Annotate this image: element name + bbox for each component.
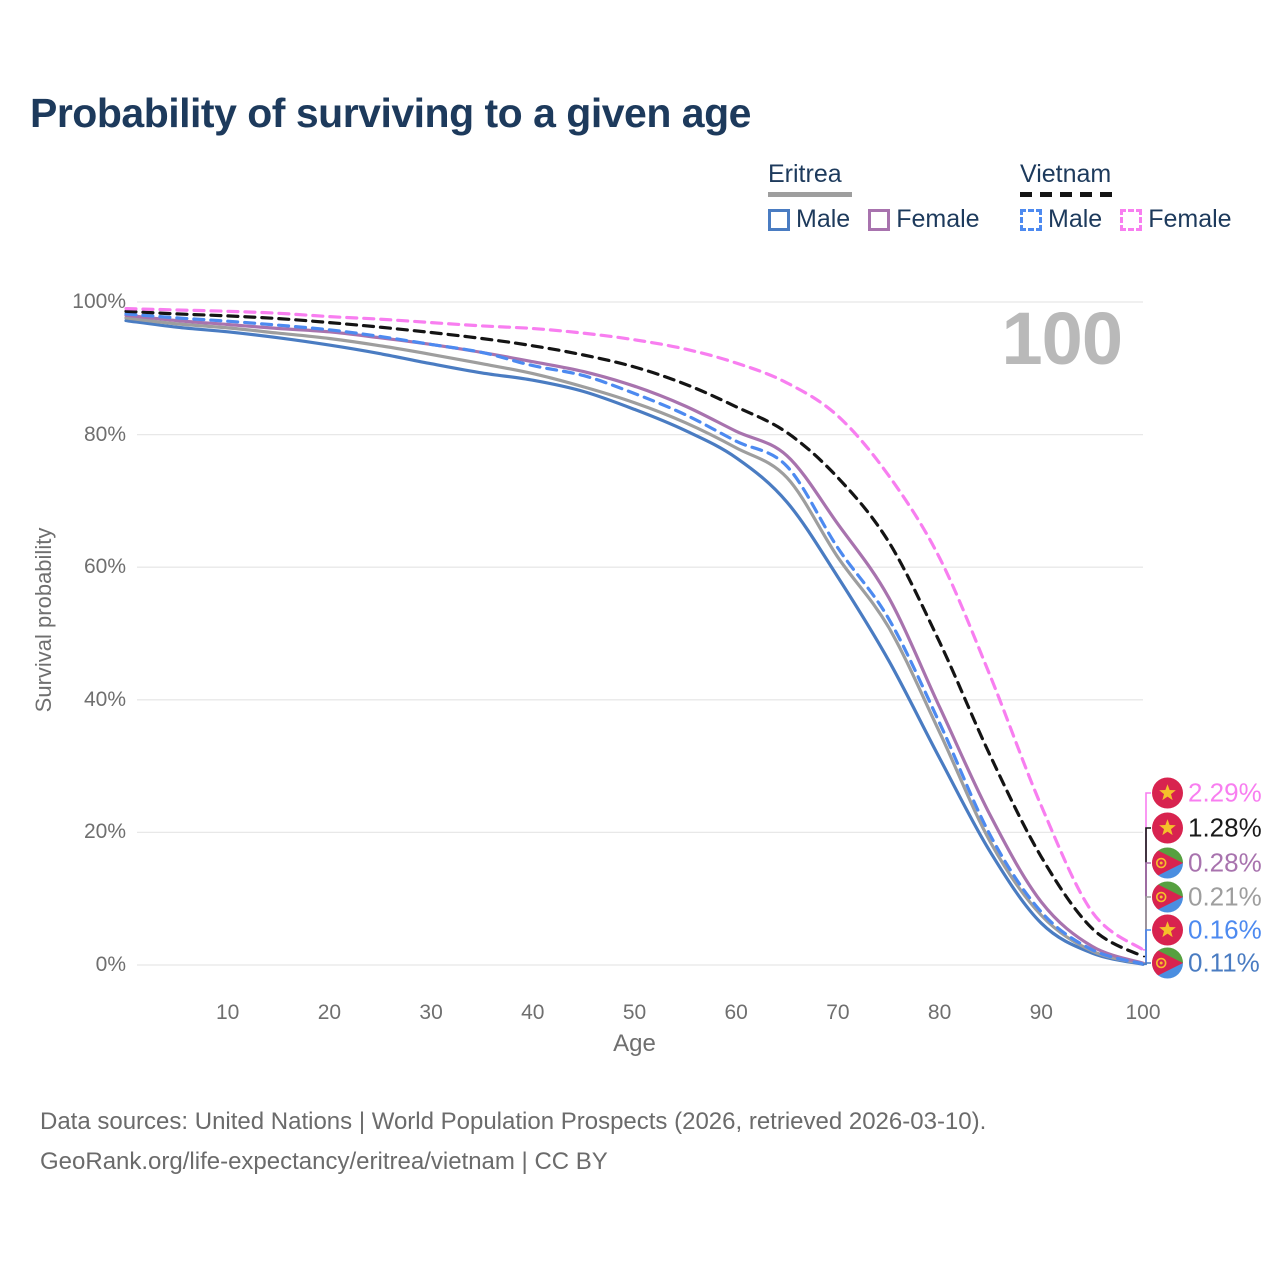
curve-eritrea-male [124, 319, 1145, 966]
x-tick-40: 40 [521, 1001, 545, 1024]
x-tick-20: 20 [317, 1001, 342, 1024]
legend-item-label: Female [1148, 205, 1232, 233]
leader-line-vietnam-both [1143, 827, 1151, 958]
end-label-value: 0.21% [1188, 881, 1262, 912]
end-label-value: 0.11% [1188, 947, 1260, 978]
curve-vietnam-male [124, 312, 1145, 966]
end-label-value: 2.29% [1188, 777, 1262, 808]
end-label-vietnam-female[interactable]: 2.29% [1152, 777, 1262, 809]
legend-country-eritrea[interactable]: Eritrea [768, 160, 842, 188]
vietnam-male-swatch [1020, 208, 1042, 231]
eritrea-flag-icon [1152, 881, 1183, 913]
legend-item-label: Male [1048, 205, 1103, 233]
leader-line-vietnam-male [1143, 929, 1151, 965]
eritrea-flag-icon [1152, 847, 1183, 879]
vietnam-flag-icon [1152, 812, 1183, 844]
y-tick-20: 20% [83, 820, 126, 844]
legend-item-vietnam-female[interactable]: Female [1120, 205, 1232, 234]
y-tick-80: 80% [83, 422, 126, 446]
x-tick-10: 10 [216, 1001, 240, 1024]
vietnam-line-swatch [1020, 192, 1118, 197]
x-tick-90: 90 [1029, 1001, 1053, 1024]
age-counter-watermark: 100 [1001, 297, 1123, 380]
x-tick-100: 100 [1125, 1001, 1161, 1024]
end-label-vietnam-male[interactable]: 0.16% [1152, 914, 1262, 946]
attribution-link-text[interactable]: GeoRank.org/life-expectancy/eritrea/viet… [40, 1148, 608, 1175]
eritrea-male-swatch [768, 208, 790, 231]
x-tick-80: 80 [927, 1001, 952, 1024]
legend-group-eritrea: Eritrea Male Female [768, 160, 980, 234]
end-label-eritrea-male[interactable]: 0.11% [1152, 947, 1260, 979]
curve-eritrea-female [124, 313, 1145, 965]
data-sources-text: Data sources: United Nations | World Pop… [40, 1108, 987, 1135]
leader-line-eritrea-female [1143, 862, 1151, 964]
x-tick-70: 70 [826, 1001, 850, 1024]
x-tick-60: 60 [724, 1001, 748, 1024]
leader-line-eritrea-male [1143, 962, 1151, 966]
eritrea-flag-icon [1152, 947, 1183, 979]
legend-item-eritrea-male[interactable]: Male [768, 205, 850, 234]
y-tick-60: 60% [83, 555, 126, 579]
legend-item-vietnam-male[interactable]: Male [1020, 205, 1102, 234]
legend-item-label: Female [896, 205, 980, 233]
vietnam-female-swatch [1120, 208, 1143, 231]
end-label-eritrea-both[interactable]: 0.21% [1152, 881, 1262, 913]
legend-group-vietnam: Vietnam Male Female [1020, 160, 1232, 234]
x-tick-30: 30 [419, 1001, 443, 1024]
eritrea-line-swatch [768, 192, 852, 197]
leader-line-vietnam-female [1143, 792, 1151, 951]
end-label-value: 1.28% [1188, 812, 1262, 843]
eritrea-female-swatch [868, 208, 891, 231]
page-title: Probability of surviving to a given age [30, 90, 751, 136]
x-tick-50: 50 [622, 1001, 647, 1024]
curve-vietnam-female [124, 307, 1145, 952]
legend-item-eritrea-female[interactable]: Female [868, 205, 980, 234]
y-tick-40: 40% [83, 687, 126, 711]
end-label-value: 0.16% [1188, 914, 1262, 945]
vietnam-flag-icon [1152, 777, 1183, 809]
y-tick-0: 0% [95, 953, 126, 976]
end-label-eritrea-female[interactable]: 0.28% [1152, 847, 1262, 879]
end-label-vietnam-both[interactable]: 1.28% [1152, 812, 1262, 844]
curve-eritrea-both [124, 316, 1145, 966]
y-tick-100: 100% [72, 290, 126, 313]
x-axis-title: Age [613, 1030, 656, 1057]
legend-item-label: Male [796, 205, 851, 233]
legend-country-vietnam[interactable]: Vietnam [1020, 160, 1112, 188]
vietnam-flag-icon [1152, 914, 1183, 946]
end-label-value: 0.28% [1188, 847, 1262, 878]
